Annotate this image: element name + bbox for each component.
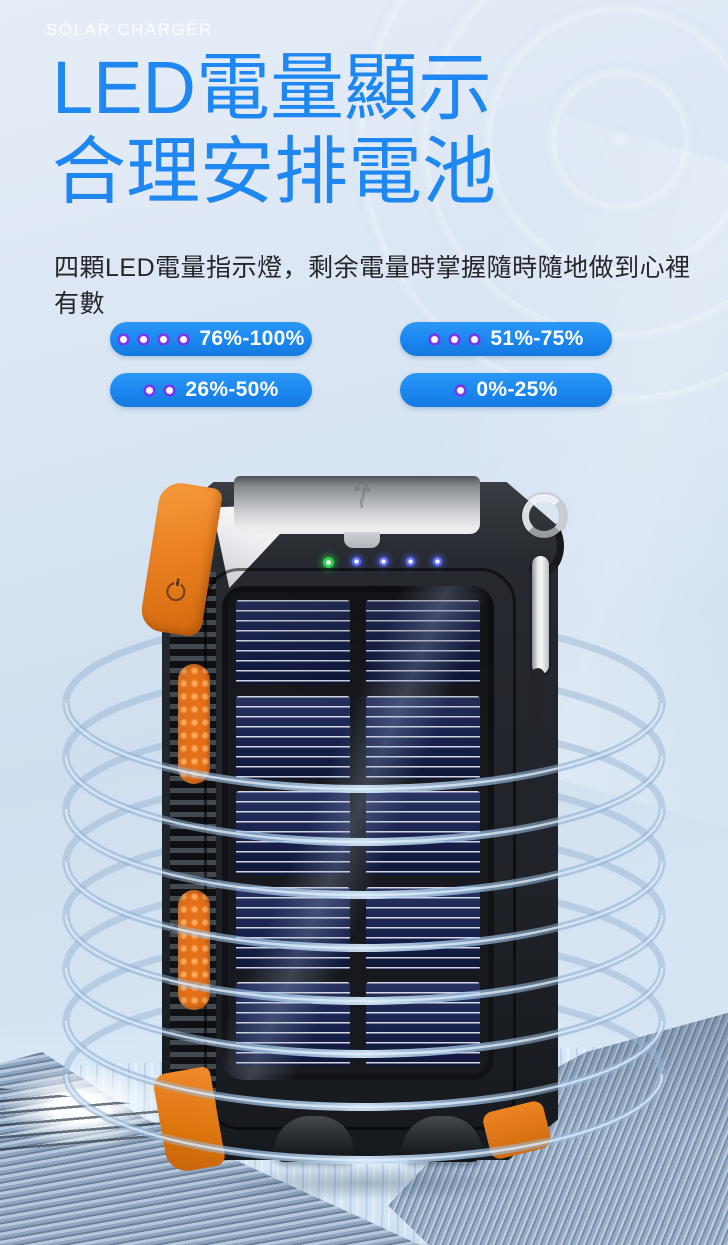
rubber-grip-top bbox=[178, 664, 210, 784]
led-dot-icon bbox=[157, 332, 171, 346]
battery-badge-26%-50%: 26%-50% bbox=[110, 373, 312, 407]
battery-range-label: 26%-50% bbox=[185, 378, 279, 401]
blue-led-icon bbox=[350, 556, 362, 567]
blue-led-icon bbox=[377, 556, 389, 567]
led-dot-icon bbox=[163, 383, 177, 397]
page-description: 四顆LED電量指示燈，剩余電量時掌握隨時隨地做到心裡有數 bbox=[54, 254, 691, 318]
page-title-line2: 合理安排電池 bbox=[52, 129, 496, 213]
battery-badges: 76%-100% 51%-75% 26%-50% 0%-25% bbox=[110, 322, 612, 407]
power-button-icon bbox=[164, 580, 187, 603]
panel-reflection bbox=[222, 586, 494, 1080]
battery-badge-76%-100%: 76%-100% bbox=[110, 322, 312, 356]
led-dot-icon bbox=[143, 383, 157, 397]
battery-range-label: 0%-25% bbox=[476, 378, 558, 401]
carabiner-ring-icon bbox=[522, 494, 566, 538]
green-led-icon bbox=[321, 556, 335, 569]
battery-range-label: 51%-75% bbox=[490, 327, 584, 350]
led-dot-icon bbox=[177, 332, 191, 346]
battery-badge-51%-75%: 51%-75% bbox=[400, 322, 612, 356]
led-dot-icon bbox=[428, 332, 442, 346]
solar-panel bbox=[222, 586, 494, 1080]
solar-power-bank bbox=[138, 468, 568, 1186]
blue-led-icon bbox=[404, 556, 416, 567]
led-dot-group bbox=[117, 332, 191, 346]
arrow-up-icon bbox=[353, 479, 371, 509]
led-dot-group bbox=[143, 383, 177, 397]
brand-eyebrow: SOLAR CHARGER bbox=[46, 20, 213, 39]
led-dot-group bbox=[428, 332, 482, 346]
carabiner-body bbox=[532, 556, 549, 674]
battery-badge-0%-25%: 0%-25% bbox=[400, 373, 612, 407]
battery-range-label: 76%-100% bbox=[199, 327, 305, 350]
blue-led-icon bbox=[431, 556, 443, 567]
led-dot-icon bbox=[468, 332, 482, 346]
led-dot-icon bbox=[454, 383, 468, 397]
solar-cell bbox=[366, 600, 480, 684]
flashlight-latch-tab bbox=[344, 532, 380, 548]
led-dot-icon bbox=[117, 332, 131, 346]
led-dot-group bbox=[454, 383, 468, 397]
rubber-grip-bottom bbox=[178, 890, 210, 1010]
product-shadow bbox=[200, 1165, 530, 1201]
solar-cell bbox=[236, 600, 350, 684]
led-dot-icon bbox=[448, 332, 462, 346]
page-title-line1: LED電量顯示 bbox=[52, 46, 492, 129]
status-led-row bbox=[236, 556, 528, 569]
led-dot-icon bbox=[137, 332, 151, 346]
page-title: LED電量顯示 合理安排電池 bbox=[52, 46, 496, 213]
